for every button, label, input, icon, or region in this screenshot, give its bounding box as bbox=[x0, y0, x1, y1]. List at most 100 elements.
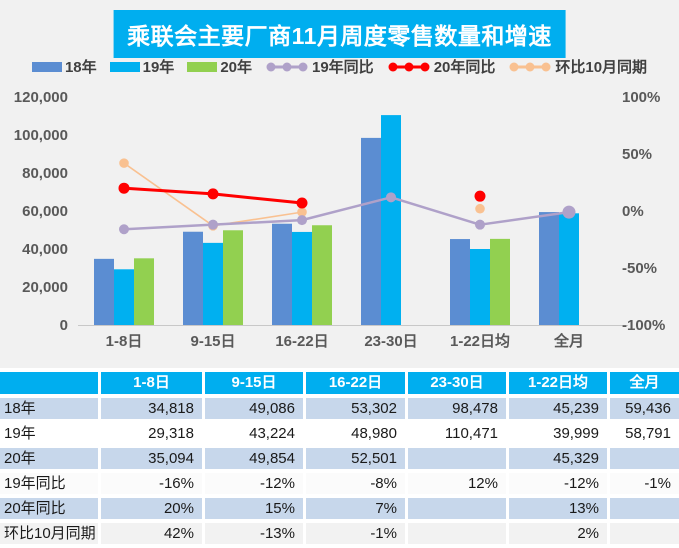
bar-20年-4 bbox=[490, 238, 510, 325]
right-axis-tick: 0% bbox=[622, 203, 644, 220]
legend-item-3: 20年 bbox=[187, 56, 252, 77]
legend-item-5: 20年同比 bbox=[387, 56, 495, 77]
legend-label: 18年 bbox=[64, 59, 97, 76]
table-cell: 59,436 bbox=[610, 398, 679, 419]
bar-18年-0 bbox=[94, 258, 114, 325]
bar-19年-2 bbox=[292, 231, 312, 325]
table-cell: 35,094 bbox=[101, 448, 202, 469]
table-cell: -8% bbox=[306, 473, 405, 494]
line-marker-环比10月同期-0 bbox=[119, 158, 129, 168]
table-cell: 45,329 bbox=[509, 448, 607, 469]
table-cell: 29,318 bbox=[101, 423, 202, 444]
bar-18年-2 bbox=[272, 223, 292, 325]
row-label: 19年 bbox=[0, 423, 98, 444]
row-label: 19年同比 bbox=[0, 473, 98, 494]
table-cell: 13% bbox=[509, 498, 607, 519]
table-cell: 45,239 bbox=[509, 398, 607, 419]
line-marker-19年同比-5 bbox=[562, 205, 576, 219]
table-cell: 58,791 bbox=[610, 423, 679, 444]
legend-bar-swatch-icon bbox=[187, 61, 218, 72]
legend-bar-swatch-icon bbox=[31, 61, 62, 72]
table-cell bbox=[610, 448, 679, 469]
table-cell: 49,854 bbox=[205, 448, 303, 469]
legend-item-2: 19年 bbox=[109, 56, 175, 77]
right-axis-tick: -100% bbox=[622, 317, 665, 334]
table-cell: 20% bbox=[101, 498, 202, 519]
table-cell: 39,999 bbox=[509, 423, 607, 444]
bar-19年-1 bbox=[203, 242, 223, 325]
line-segment-环比10月同期 bbox=[123, 162, 214, 227]
legend-label: 19年同比 bbox=[312, 59, 374, 76]
chart-legend: 18年 19年 20年 19年同比 20年同比 环比10月同期 bbox=[0, 56, 679, 77]
category-label: 1-8日 bbox=[106, 333, 143, 350]
table-cell: 7% bbox=[306, 498, 405, 519]
left-axis-tick: 60,000 bbox=[22, 203, 68, 220]
left-axis-tick: 80,000 bbox=[22, 165, 68, 182]
bar-18年-5 bbox=[539, 212, 559, 325]
row-label: 20年 bbox=[0, 448, 98, 469]
table-cell bbox=[408, 498, 506, 519]
line-marker-20年同比-0 bbox=[118, 182, 130, 194]
bar-18年-4 bbox=[450, 239, 470, 325]
chart-title: 乘联会主要厂商11月周度零售数量和增速 bbox=[113, 10, 566, 58]
data-table-section: 1-8日 9-15日 16-22日 23-30日 1-22日均 全月 18年 34,818 49… bbox=[0, 368, 679, 544]
line-marker-19年同比-1 bbox=[208, 219, 218, 230]
table-cell: -13% bbox=[205, 523, 303, 544]
table-cell: 42% bbox=[101, 523, 202, 544]
table-header-cell-6: 全月 bbox=[610, 372, 679, 394]
bar-20年-2 bbox=[312, 225, 332, 325]
combo-chart: 120,000 100,000 80,000 60,000 40,000 20,000 0 1… bbox=[14, 89, 666, 350]
data-table: 1-8日 9-15日 16-22日 23-30日 1-22日均 全月 18年 34,818 49… bbox=[0, 372, 679, 544]
table-cell: 34,818 bbox=[101, 398, 202, 419]
line-segment-19年同比 bbox=[478, 210, 571, 226]
legend-label: 19年 bbox=[142, 59, 175, 76]
table-cell bbox=[610, 498, 679, 519]
table-header-cell-5: 1-22日均 bbox=[509, 372, 607, 394]
left-axis-tick: 0 bbox=[60, 317, 68, 334]
line-segment-20年同比 bbox=[211, 192, 304, 205]
line-segment-19年同比 bbox=[300, 196, 393, 222]
bar-19年-4 bbox=[470, 249, 490, 325]
bar-19年-5 bbox=[559, 213, 579, 325]
bar-19年-3 bbox=[381, 115, 401, 325]
legend-item-1: 18年 bbox=[31, 56, 97, 77]
right-axis-tick: 100% bbox=[622, 89, 660, 106]
left-axis-tick: 40,000 bbox=[22, 241, 68, 258]
legend-line-marker-icon bbox=[266, 62, 308, 71]
table-header-cell-2: 9-15日 bbox=[205, 372, 303, 394]
line-marker-19年同比-3 bbox=[386, 192, 396, 203]
bar-19年-0 bbox=[114, 269, 134, 325]
legend-label: 20年 bbox=[220, 59, 252, 76]
line-marker-19年同比-0 bbox=[119, 224, 129, 235]
table-cell bbox=[408, 523, 506, 544]
bar-18年-3 bbox=[361, 137, 381, 325]
category-label: 全月 bbox=[553, 332, 584, 350]
line-marker-19年同比-2 bbox=[297, 215, 307, 226]
table-cell: 52,501 bbox=[306, 448, 405, 469]
bar-20年-1 bbox=[223, 230, 243, 325]
bar-20年-0 bbox=[134, 258, 154, 325]
category-label: 9-15日 bbox=[190, 333, 235, 350]
category-label: 23-30日 bbox=[364, 333, 417, 350]
table-cell bbox=[408, 448, 506, 469]
table-cell: -12% bbox=[509, 473, 607, 494]
table-cell bbox=[610, 523, 679, 544]
table-cell: 43,224 bbox=[205, 423, 303, 444]
line-marker-20年同比-1 bbox=[207, 188, 219, 200]
right-axis-tick: -50% bbox=[622, 260, 657, 277]
line-marker-20年同比-2 bbox=[296, 197, 308, 209]
table-header-cell-1: 1-8日 bbox=[101, 372, 202, 394]
left-axis-tick: 100,000 bbox=[14, 127, 68, 144]
left-axis-tick: 20,000 bbox=[22, 279, 68, 296]
table-cell: -1% bbox=[306, 523, 405, 544]
legend-item-6: 环比10月同期 bbox=[508, 56, 647, 77]
table-cell: 110,471 bbox=[408, 423, 506, 444]
table-cell: 53,302 bbox=[306, 398, 405, 419]
table-cell: 98,478 bbox=[408, 398, 506, 419]
table-header-cell-3: 16-22日 bbox=[306, 372, 405, 394]
chart-panel: 120,000 100,000 80,000 60,000 40,000 20,000 0 1… bbox=[0, 0, 679, 368]
table-header-cell-4: 23-30日 bbox=[408, 372, 506, 394]
line-marker-19年同比-4 bbox=[475, 219, 485, 230]
table-cell: 12% bbox=[408, 473, 506, 494]
right-axis-tick: 50% bbox=[622, 146, 652, 163]
